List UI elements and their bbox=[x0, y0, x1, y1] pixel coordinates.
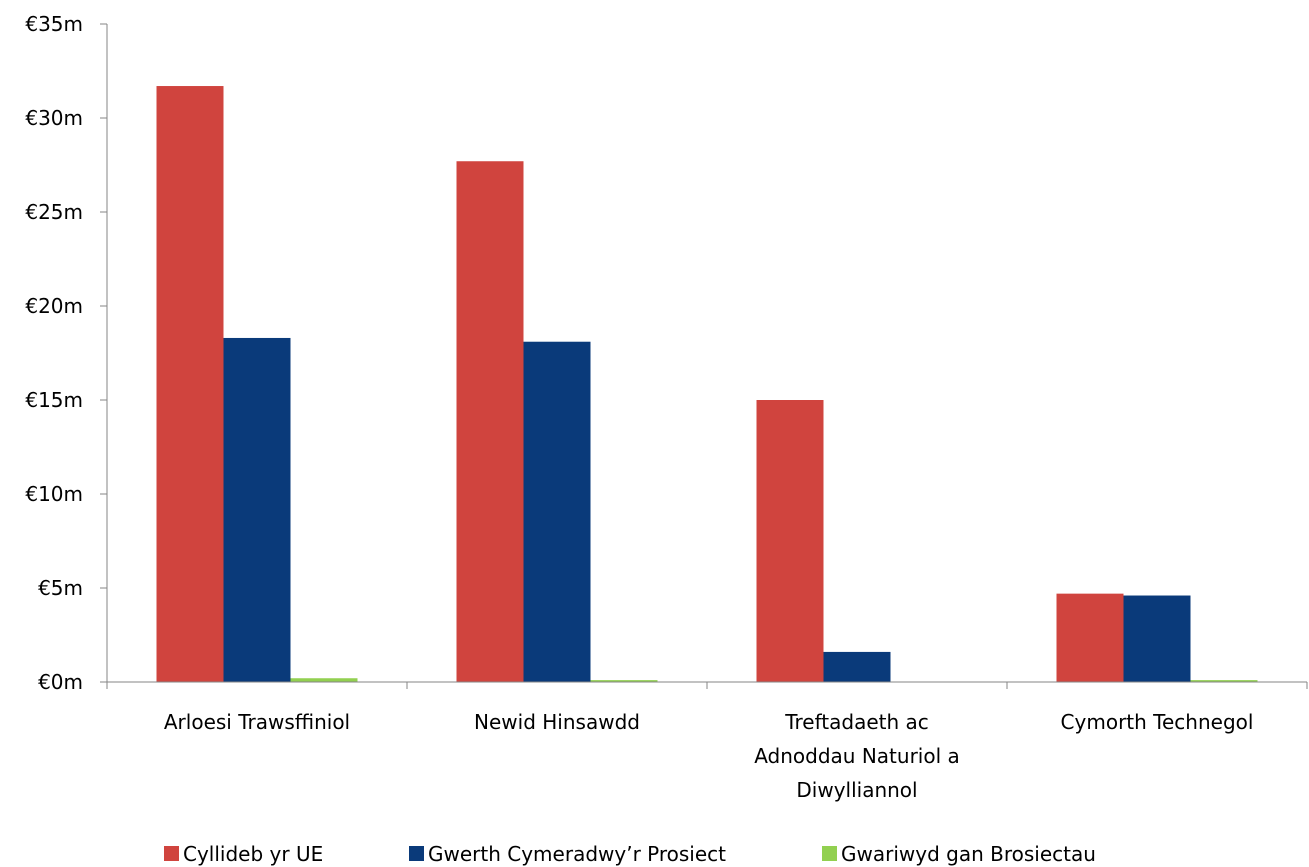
y-tick-label: €15m bbox=[25, 388, 83, 412]
y-tick-label: €25m bbox=[25, 200, 83, 224]
bar bbox=[756, 400, 824, 682]
y-tick-label: €20m bbox=[25, 294, 83, 318]
bar bbox=[290, 678, 358, 682]
bar bbox=[223, 337, 291, 682]
x-category-label: Arloesi Trawsffiniol bbox=[164, 710, 350, 734]
legend-label: Gwariwyd gan Brosiectau bbox=[841, 842, 1096, 866]
bars bbox=[156, 86, 1258, 683]
bar bbox=[590, 680, 658, 682]
bar bbox=[823, 651, 891, 682]
legend-label: Cyllideb yr UE bbox=[183, 842, 323, 866]
bar bbox=[523, 341, 591, 682]
legend-swatch bbox=[409, 846, 424, 861]
legend-label: Gwerth Cymeradwy’r Prosiect bbox=[428, 842, 726, 866]
y-axis: €0m €5m €10m €15m €20m €25m €30m €35m bbox=[25, 12, 108, 694]
x-category-label: Treftadaeth ac Adnoddau Naturiol a Diwylli… bbox=[754, 710, 960, 802]
bar bbox=[156, 86, 224, 683]
legend: Cyllideb yr UE Gwerth Cymeradwy’r Prosiec… bbox=[164, 842, 1096, 866]
bar bbox=[1190, 680, 1258, 682]
legend-swatch bbox=[822, 846, 837, 861]
bar bbox=[1056, 593, 1124, 682]
y-tick-label: €35m bbox=[25, 12, 83, 36]
x-category-label: Cymorth Technegol bbox=[1061, 710, 1254, 734]
bar bbox=[456, 161, 524, 683]
bar bbox=[1123, 595, 1191, 682]
y-tick-label: €0m bbox=[38, 670, 83, 694]
x-category-label: Newid Hinsawdd bbox=[474, 710, 640, 734]
y-tick-label: €10m bbox=[25, 482, 83, 506]
x-axis: Arloesi Trawsffiniol Newid Hinsawdd Trefta… bbox=[106, 681, 1308, 802]
legend-swatch bbox=[164, 846, 179, 861]
y-tick-label: €5m bbox=[38, 576, 83, 600]
y-tick-label: €30m bbox=[25, 106, 83, 130]
